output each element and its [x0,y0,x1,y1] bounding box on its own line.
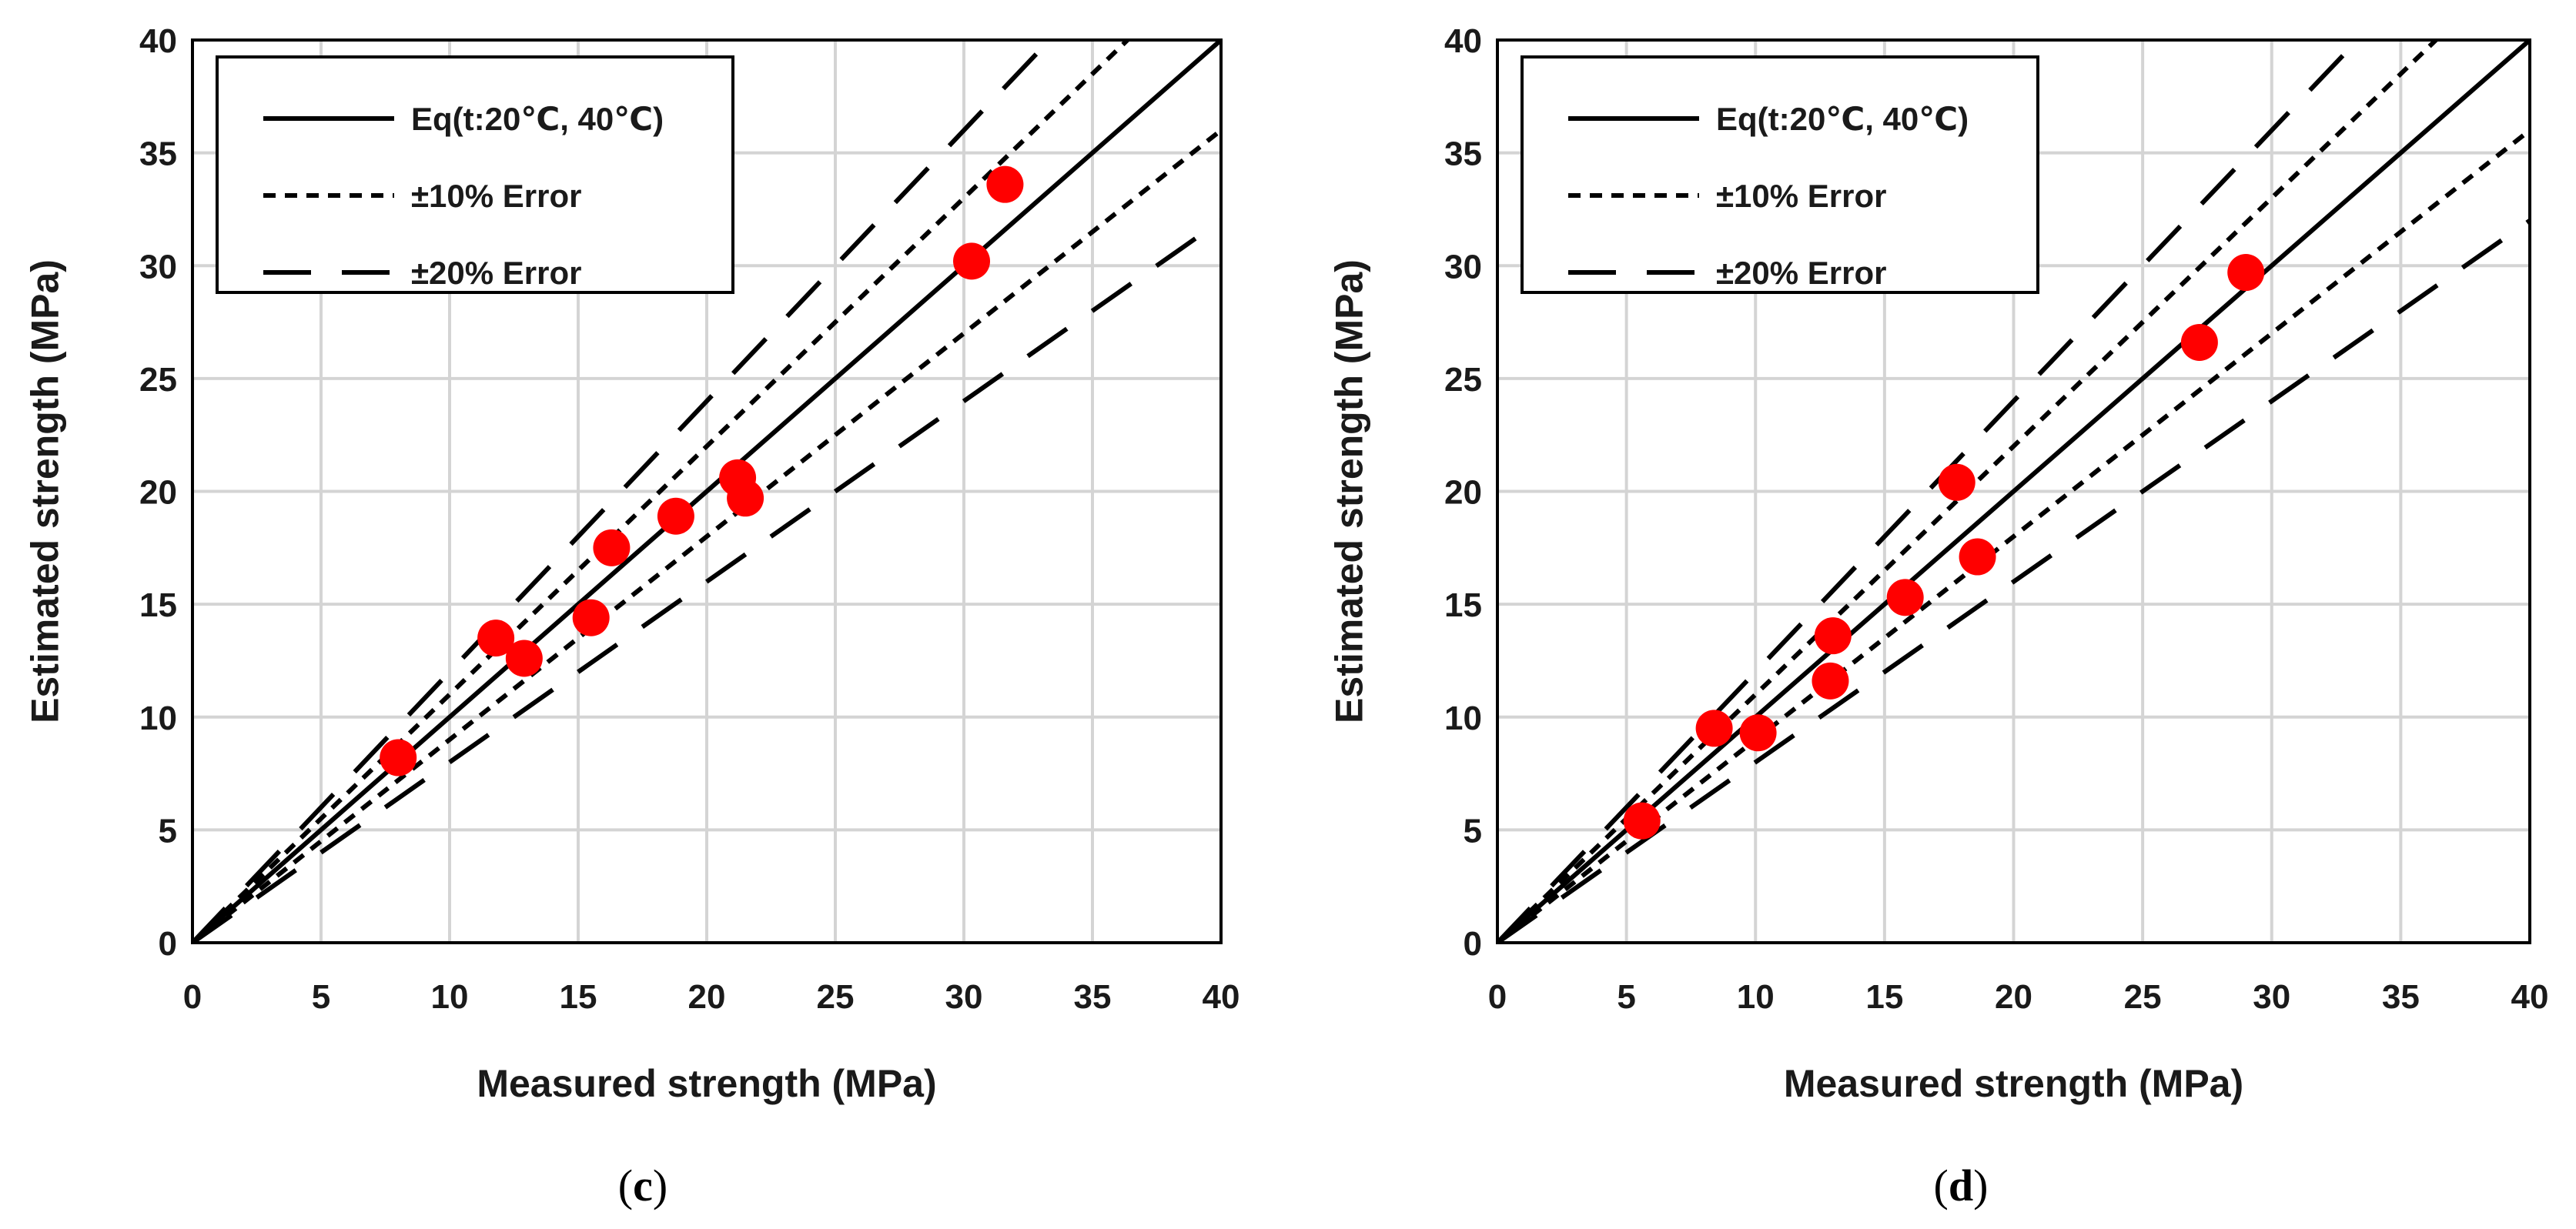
y-tick-label: 35 [139,135,177,173]
y-tick-label: 40 [139,22,177,60]
data-point [1623,802,1661,840]
x-tick-label: 30 [945,978,983,1016]
data-point [1959,538,1996,576]
x-tick-label: 20 [1995,978,2032,1016]
reference-line [192,40,1052,943]
panel-label: (d) [1934,1161,1989,1211]
x-tick-label: 10 [1737,978,1775,1016]
y-axis-title: Estimated strength (MPa) [24,259,67,723]
reference-line [1497,40,2360,943]
y-tick-label: 5 [1464,812,1482,850]
y-tick-label: 0 [159,925,177,963]
data-point [657,497,694,535]
y-tick-label: 25 [1444,361,1482,399]
legend-label: Eq(t:20℃, 40℃) [411,101,664,137]
x-tick-label: 5 [1617,978,1635,1016]
legend-label: ±20% Error [1716,255,1886,291]
data-point [572,599,610,636]
x-tick-label: 25 [2124,978,2162,1016]
y-tick-label: 10 [139,700,177,737]
y-tick-label: 0 [1464,925,1482,963]
legend-label: ±20% Error [411,255,581,291]
legend: Eq(t:20℃, 40℃) ±10% Error ±20% Error [1521,55,2039,294]
data-point [1695,710,1733,747]
x-tick-label: 0 [1488,978,1507,1016]
x-tick-label: 15 [560,978,597,1016]
y-tick-label: 20 [1444,474,1482,512]
x-tick-label: 30 [2253,978,2290,1016]
x-tick-label: 40 [2511,978,2549,1016]
legend-label: Eq(t:20℃, 40℃) [1716,101,1969,137]
x-tick-label: 25 [817,978,855,1016]
legend-box [1521,55,2039,294]
x-tick-label: 40 [1203,978,1240,1016]
data-point [380,739,417,776]
data-point [1812,662,1849,700]
plot-frame [1496,38,2531,944]
chart-panel-d: 0 5 10 15 20 25 30 35 40 0 5 10 15 20 25 30 35 40 Measured… [1328,22,2549,1211]
data-point [505,640,543,677]
panel-label: (c) [618,1161,667,1211]
reference-line [192,219,1221,943]
x-tick-label: 35 [2382,978,2420,1016]
reference-line [192,40,1129,943]
data-point [2180,323,2218,361]
y-tick-label: 35 [1444,135,1482,173]
reference-line [1497,128,2530,943]
data-point [1814,617,1852,655]
reference-line [1497,219,2530,943]
y-tick-label: 25 [139,361,177,399]
data-point [1938,463,1975,501]
data-point [477,620,515,657]
legend-box [216,55,734,294]
x-tick-label: 15 [1865,978,1903,1016]
data-point [1886,579,1924,616]
data-point [2227,254,2265,292]
y-tick-label: 5 [159,812,177,850]
x-tick-label: 20 [688,978,726,1016]
data-point [727,479,764,517]
y-tick-label: 10 [1444,700,1482,737]
x-tick-label: 35 [1074,978,1112,1016]
x-tick-label: 10 [431,978,469,1016]
plot-frame [191,38,1223,944]
y-tick-label: 30 [139,248,177,286]
x-tick-label: 5 [312,978,330,1016]
legend-label: ±10% Error [411,178,581,214]
legend: Eq(t:20℃, 40℃) ±10% Error ±20% Error [216,55,734,294]
reference-line [192,128,1221,943]
data-points [1623,254,2265,840]
legend-label: ±10% Error [1716,178,1886,214]
y-tick-label: 15 [1444,586,1482,624]
data-point [1739,714,1777,752]
data-point [953,242,991,280]
data-point [593,529,631,566]
y-axis-title: Estimated strength (MPa) [1328,259,1371,723]
reference-lines [192,40,1221,943]
chart-panel-c: 0 5 10 15 20 25 30 35 40 0 5 10 15 20 25 30 35 40 Measured… [24,22,1240,1211]
y-tick-label: 40 [1444,22,1482,60]
x-axis-title: Measured strength (MPa) [477,1062,936,1105]
y-tick-label: 30 [1444,248,1482,286]
data-point [986,165,1024,203]
y-tick-label: 20 [139,474,177,512]
x-tick-label: 0 [183,978,202,1016]
reference-line [1497,40,2530,943]
reference-line [192,40,1221,943]
x-axis-title: Measured strength (MPa) [1784,1062,2243,1105]
y-tick-label: 15 [139,586,177,624]
data-points [380,165,1024,776]
